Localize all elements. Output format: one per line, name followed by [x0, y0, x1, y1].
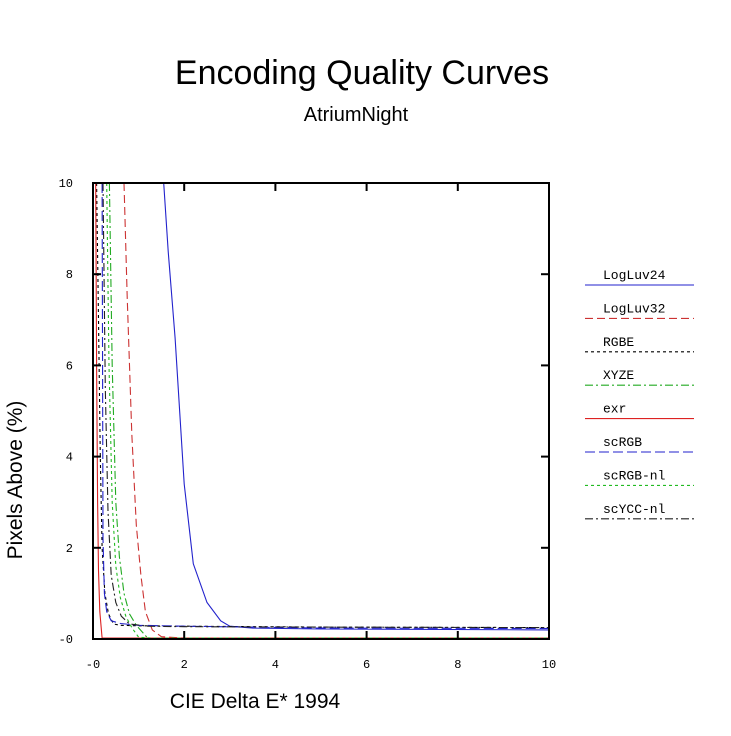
chart-subtitle: AtriumNight [304, 104, 409, 126]
legend-label-0: LogLuv24 [603, 268, 666, 283]
x-tick-label-4: 8 [454, 658, 461, 672]
legend-label-2: RGBE [603, 335, 634, 350]
x-tick-label-0: -0 [86, 658, 100, 672]
series-line-3 [108, 182, 549, 639]
series-line-6 [106, 182, 549, 639]
y-tick-label-4: 8 [66, 268, 73, 282]
y-tick-label-3: 6 [66, 359, 73, 373]
y-tick-label-1: 2 [66, 542, 73, 556]
series-line-1 [123, 182, 549, 639]
legend-label-6: scRGB-nl [603, 468, 666, 483]
y-axis-label: Pixels Above (%) [4, 401, 27, 560]
y-tick-label-2: 4 [66, 451, 73, 465]
legend: LogLuv24 LogLuv32 RGBE XYZE exr scRGB scRGB-nl… [585, 268, 694, 520]
legend-label-3: XYZE [603, 368, 634, 383]
legend-label-4: exr [603, 402, 626, 417]
series-line-7 [102, 182, 550, 629]
legend-label-7: scYCC-nl [603, 502, 666, 517]
x-tick-label-5: 10 [542, 658, 556, 672]
series-line-2 [96, 182, 550, 629]
x-tick-label-3: 6 [363, 658, 370, 672]
chart-title: Encoding Quality Curves [175, 54, 549, 92]
y-tick-label-5: 10 [59, 177, 73, 191]
legend-label-1: LogLuv32 [603, 301, 665, 316]
plot-axes: -0 2 4 6 8 10 -0 2 4 6 8 10 [59, 177, 557, 672]
series-line-4 [95, 182, 549, 639]
plot-frame [92, 182, 550, 640]
x-axis-label: CIE Delta E* 1994 [170, 690, 341, 713]
series-line-0 [163, 182, 550, 631]
x-tick-label-1: 2 [181, 658, 188, 672]
y-tick-label-0: -0 [59, 633, 73, 647]
legend-label-5: scRGB [603, 435, 642, 450]
series-lines [95, 182, 550, 639]
series-line-5 [101, 182, 550, 630]
x-tick-label-2: 4 [272, 658, 279, 672]
